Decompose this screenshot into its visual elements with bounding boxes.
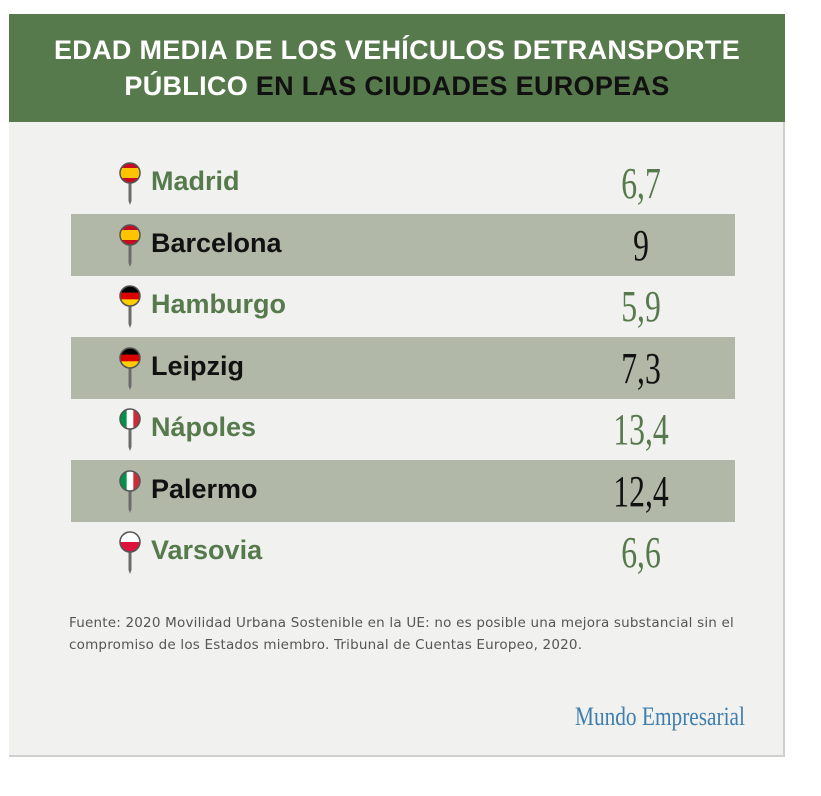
age-value: 7,3 bbox=[621, 343, 661, 393]
age-value: 12,4 bbox=[613, 466, 669, 516]
city-label: Nápoles bbox=[151, 412, 257, 442]
source-note: Fuente: 2020 Movilidad Urbana Sostenible… bbox=[69, 615, 734, 653]
italy-flag-pin-icon bbox=[119, 408, 141, 451]
spain-flag-pin-icon bbox=[119, 223, 141, 267]
spain-flag-pin-icon bbox=[119, 162, 141, 205]
age-value: 13,4 bbox=[613, 405, 669, 454]
header-banner: EDAD MEDIA DE LOS VEHÍCULOS DETRANSPORTE… bbox=[9, 14, 785, 122]
age-value: 9 bbox=[633, 220, 649, 270]
title-line-2-white: PÚBLICO bbox=[124, 71, 256, 101]
age-value: 5,9 bbox=[621, 282, 661, 331]
infographic-card: EDAD MEDIA DE LOS VEHÍCULOS DETRANSPORTE… bbox=[9, 14, 785, 757]
table-row: Hamburgo 5,9 bbox=[71, 275, 735, 337]
table-row: Leipzig 7,3 bbox=[71, 336, 735, 399]
title-line-2: PÚBLICO EN LAS CIUDADES EUROPEAS bbox=[124, 68, 669, 104]
city-label: Hamburgo bbox=[151, 289, 286, 319]
title-line-2-dark: EN LAS CIUDADES EUROPEAS bbox=[255, 71, 670, 101]
poland-flag-pin-icon bbox=[119, 531, 141, 574]
table-row: Varsovia 6,6 bbox=[71, 521, 735, 583]
city-label: Palermo bbox=[151, 473, 258, 504]
brand-logo: Mundo Empresarial bbox=[575, 702, 745, 731]
age-value: 6,6 bbox=[621, 528, 661, 577]
table-row: Palermo 12,4 bbox=[71, 459, 735, 522]
germany-flag-pin-icon bbox=[119, 346, 141, 390]
table-row: Nápoles 13,4 bbox=[71, 398, 735, 460]
table-row: Barcelona 9 bbox=[71, 213, 735, 276]
table-row: Madrid 6,7 bbox=[71, 152, 735, 214]
title-line-1: EDAD MEDIA DE LOS VEHÍCULOS DETRANSPORTE bbox=[53, 35, 741, 65]
city-label: Leipzig bbox=[151, 350, 244, 381]
city-label: Varsovia bbox=[151, 535, 263, 565]
city-label: Madrid bbox=[151, 166, 240, 196]
age-value: 6,7 bbox=[621, 159, 661, 208]
italy-flag-pin-icon bbox=[119, 469, 141, 513]
germany-flag-pin-icon bbox=[119, 285, 141, 328]
city-label: Barcelona bbox=[151, 227, 282, 258]
